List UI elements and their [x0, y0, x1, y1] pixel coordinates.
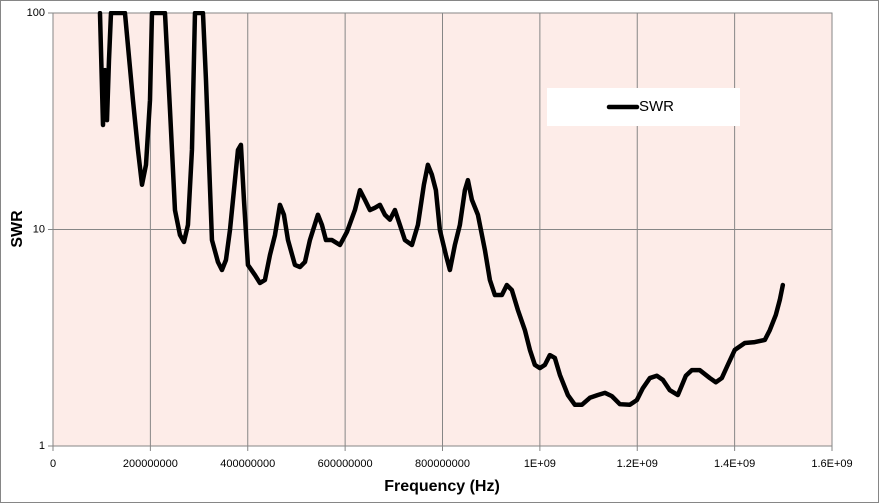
x-tick-label: 1.6E+09: [811, 458, 852, 470]
x-tick-label: 1.2E+09: [617, 458, 658, 470]
x-tick-label: 200000000: [123, 458, 178, 470]
legend-label: SWR: [639, 98, 674, 115]
x-axis-title: Frequency (Hz): [384, 478, 500, 495]
legend: SWR: [547, 88, 740, 126]
legend-box: [547, 88, 740, 126]
x-tick-label: 800000000: [415, 458, 470, 470]
series-layer: [97, 11, 786, 408]
x-tick-label: 0: [50, 458, 56, 470]
x-tick-label: 400000000: [220, 458, 275, 470]
labels: 1 10 100 0 200000000 400000000 600000000 800000…: [27, 7, 853, 470]
x-tick-label: 600000000: [318, 458, 373, 470]
x-tick-label: 1.4E+09: [714, 458, 755, 470]
y-tick-label: 1: [39, 440, 45, 452]
x-tick-label: 1E+09: [524, 458, 556, 470]
y-tick-label: 100: [27, 7, 45, 19]
y-tick-label: 10: [33, 223, 45, 235]
series-line: [97, 11, 786, 408]
y-axis-title: SWR: [9, 210, 26, 248]
